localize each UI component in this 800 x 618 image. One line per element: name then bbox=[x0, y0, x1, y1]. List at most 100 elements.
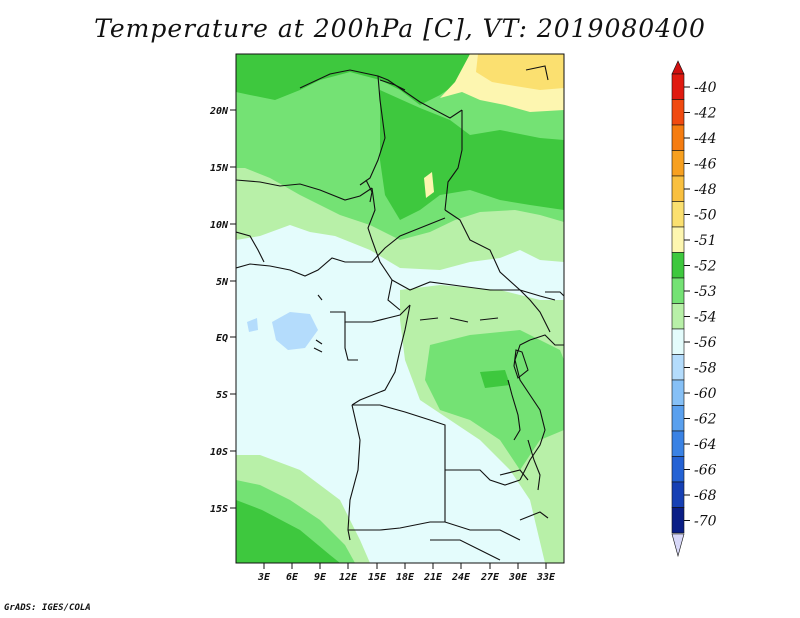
lon-label: 18E bbox=[396, 572, 415, 583]
colorbar-label: -68 bbox=[694, 488, 717, 504]
field-band-51-lake bbox=[480, 370, 510, 388]
coastline-angola bbox=[347, 404, 361, 541]
river-congo bbox=[419, 317, 499, 323]
lat-labels: 20N 15N 10N 5N EQ 5S 10S 15S bbox=[209, 106, 229, 515]
lat-label: 20N bbox=[209, 106, 229, 117]
colorbar-cell bbox=[671, 456, 685, 483]
colorbar-cell bbox=[671, 201, 685, 228]
colorbar-label: -50 bbox=[694, 208, 717, 224]
lat-label: 10S bbox=[210, 447, 228, 458]
coast-egypt bbox=[525, 65, 549, 81]
map-frame bbox=[235, 53, 565, 564]
colorbar-label: -48 bbox=[694, 182, 717, 198]
border-uganda-kenya bbox=[529, 334, 564, 346]
lon-label: 6E bbox=[286, 572, 299, 583]
country-borders bbox=[236, 65, 564, 561]
lat-label: EQ bbox=[216, 333, 228, 344]
colorbar-cell bbox=[671, 150, 685, 177]
colorbar-label: -70 bbox=[694, 514, 717, 530]
colorbar-bottom-arrow bbox=[671, 533, 685, 558]
lat-label: 15N bbox=[210, 163, 229, 174]
colorbar-cell bbox=[671, 481, 685, 508]
colorbar-cell bbox=[671, 175, 685, 202]
border-angola-drc bbox=[352, 404, 446, 522]
lon-ticks bbox=[263, 563, 547, 569]
border-niger-chad bbox=[359, 75, 386, 186]
border-sudan-ethiopia bbox=[545, 291, 564, 297]
border-angola-namibia bbox=[348, 521, 521, 541]
credit-text: GrADS: IGES/COLA bbox=[4, 603, 91, 613]
colorbar-label: -52 bbox=[694, 259, 717, 275]
colorbar: -40 -42 -44 -46 -48 -50 -51 -52 -53 -54 -56 -58 -60 -… bbox=[671, 60, 717, 558]
colorbar-cell bbox=[671, 430, 685, 457]
border-nigeria-niger bbox=[236, 179, 373, 201]
border-car-drc bbox=[391, 279, 520, 291]
lon-label: 24E bbox=[451, 572, 471, 583]
border-gabon-congo-south bbox=[344, 322, 358, 361]
lon-label: 21E bbox=[423, 572, 443, 583]
lon-label: 30E bbox=[508, 572, 528, 583]
colorbar-cell bbox=[671, 507, 685, 534]
lat-label: 15S bbox=[210, 504, 228, 515]
coast-west bbox=[236, 231, 265, 263]
colorbar-cell bbox=[671, 73, 685, 100]
colorbar-label: -53 bbox=[694, 284, 717, 300]
border-algeria bbox=[379, 79, 406, 91]
field-band-56-gulf bbox=[272, 312, 318, 350]
field-band-56-spot bbox=[247, 318, 258, 332]
colorbar-cell bbox=[671, 226, 685, 253]
colorbar-label: -64 bbox=[694, 437, 717, 453]
colorbar-cell bbox=[671, 277, 685, 304]
colorbar-label: -60 bbox=[694, 386, 717, 402]
colorbar-label: -42 bbox=[694, 106, 717, 122]
field-band-51-southwest bbox=[236, 500, 340, 563]
border-east-rift bbox=[514, 339, 546, 481]
field-band-51-northwest bbox=[236, 54, 470, 105]
colorbar-label: -51 bbox=[694, 233, 717, 249]
colorbar-label: -44 bbox=[694, 131, 717, 147]
chart-title: Temperature at 200hPa [C], VT: 201908040… bbox=[94, 14, 706, 43]
colorbar-label: -58 bbox=[694, 361, 717, 377]
colorbar-top-arrow bbox=[671, 60, 685, 75]
lat-label: 5N bbox=[216, 277, 229, 288]
border-nigeria-cameroon bbox=[367, 187, 401, 311]
border-libya-chad bbox=[299, 69, 463, 119]
border-congo-gabon bbox=[330, 304, 411, 323]
lat-ticks bbox=[230, 109, 236, 509]
lake-chad bbox=[365, 179, 373, 203]
field-band-48-northeast bbox=[476, 54, 564, 90]
colorbar-cell bbox=[671, 405, 685, 432]
colorbar-cell bbox=[671, 303, 685, 330]
colorbar-label: -56 bbox=[694, 335, 717, 351]
colorbar-label: -62 bbox=[694, 412, 717, 428]
field-band-52-east bbox=[425, 330, 564, 470]
lon-labels: 3E 6E 9E 12E 15E 18E 21E 24E 27E 30E 33E bbox=[257, 572, 556, 583]
colorbar-cell bbox=[671, 354, 685, 381]
colorbar-cell bbox=[671, 124, 685, 151]
field-band-50-spot bbox=[424, 172, 434, 198]
lon-label: 3E bbox=[257, 572, 271, 583]
lon-label: 33E bbox=[536, 572, 556, 583]
colorbar-label: -54 bbox=[694, 310, 717, 326]
lakes-south bbox=[499, 469, 549, 521]
border-uganda bbox=[519, 289, 551, 333]
border-botswana bbox=[430, 539, 501, 561]
islands-gulf bbox=[313, 294, 323, 353]
colorbar-label: -66 bbox=[694, 463, 717, 479]
coastline-guinea bbox=[236, 217, 446, 277]
colorbar-label: -40 bbox=[694, 80, 717, 96]
temperature-field bbox=[236, 54, 564, 563]
lon-label: 9E bbox=[314, 572, 327, 583]
border-drc-zambia bbox=[445, 469, 521, 486]
lat-label: 10N bbox=[210, 220, 229, 231]
colorbar-cell bbox=[671, 252, 685, 279]
colorbar-label: -46 bbox=[694, 157, 717, 173]
lon-label: 27E bbox=[480, 572, 500, 583]
lake-tanganyika bbox=[507, 379, 521, 441]
border-chad-sudan bbox=[444, 110, 463, 211]
lon-label: 15E bbox=[368, 572, 387, 583]
border-car-sudan bbox=[444, 209, 556, 301]
colorbar-cell bbox=[671, 379, 685, 406]
lake-malawi bbox=[527, 439, 541, 491]
